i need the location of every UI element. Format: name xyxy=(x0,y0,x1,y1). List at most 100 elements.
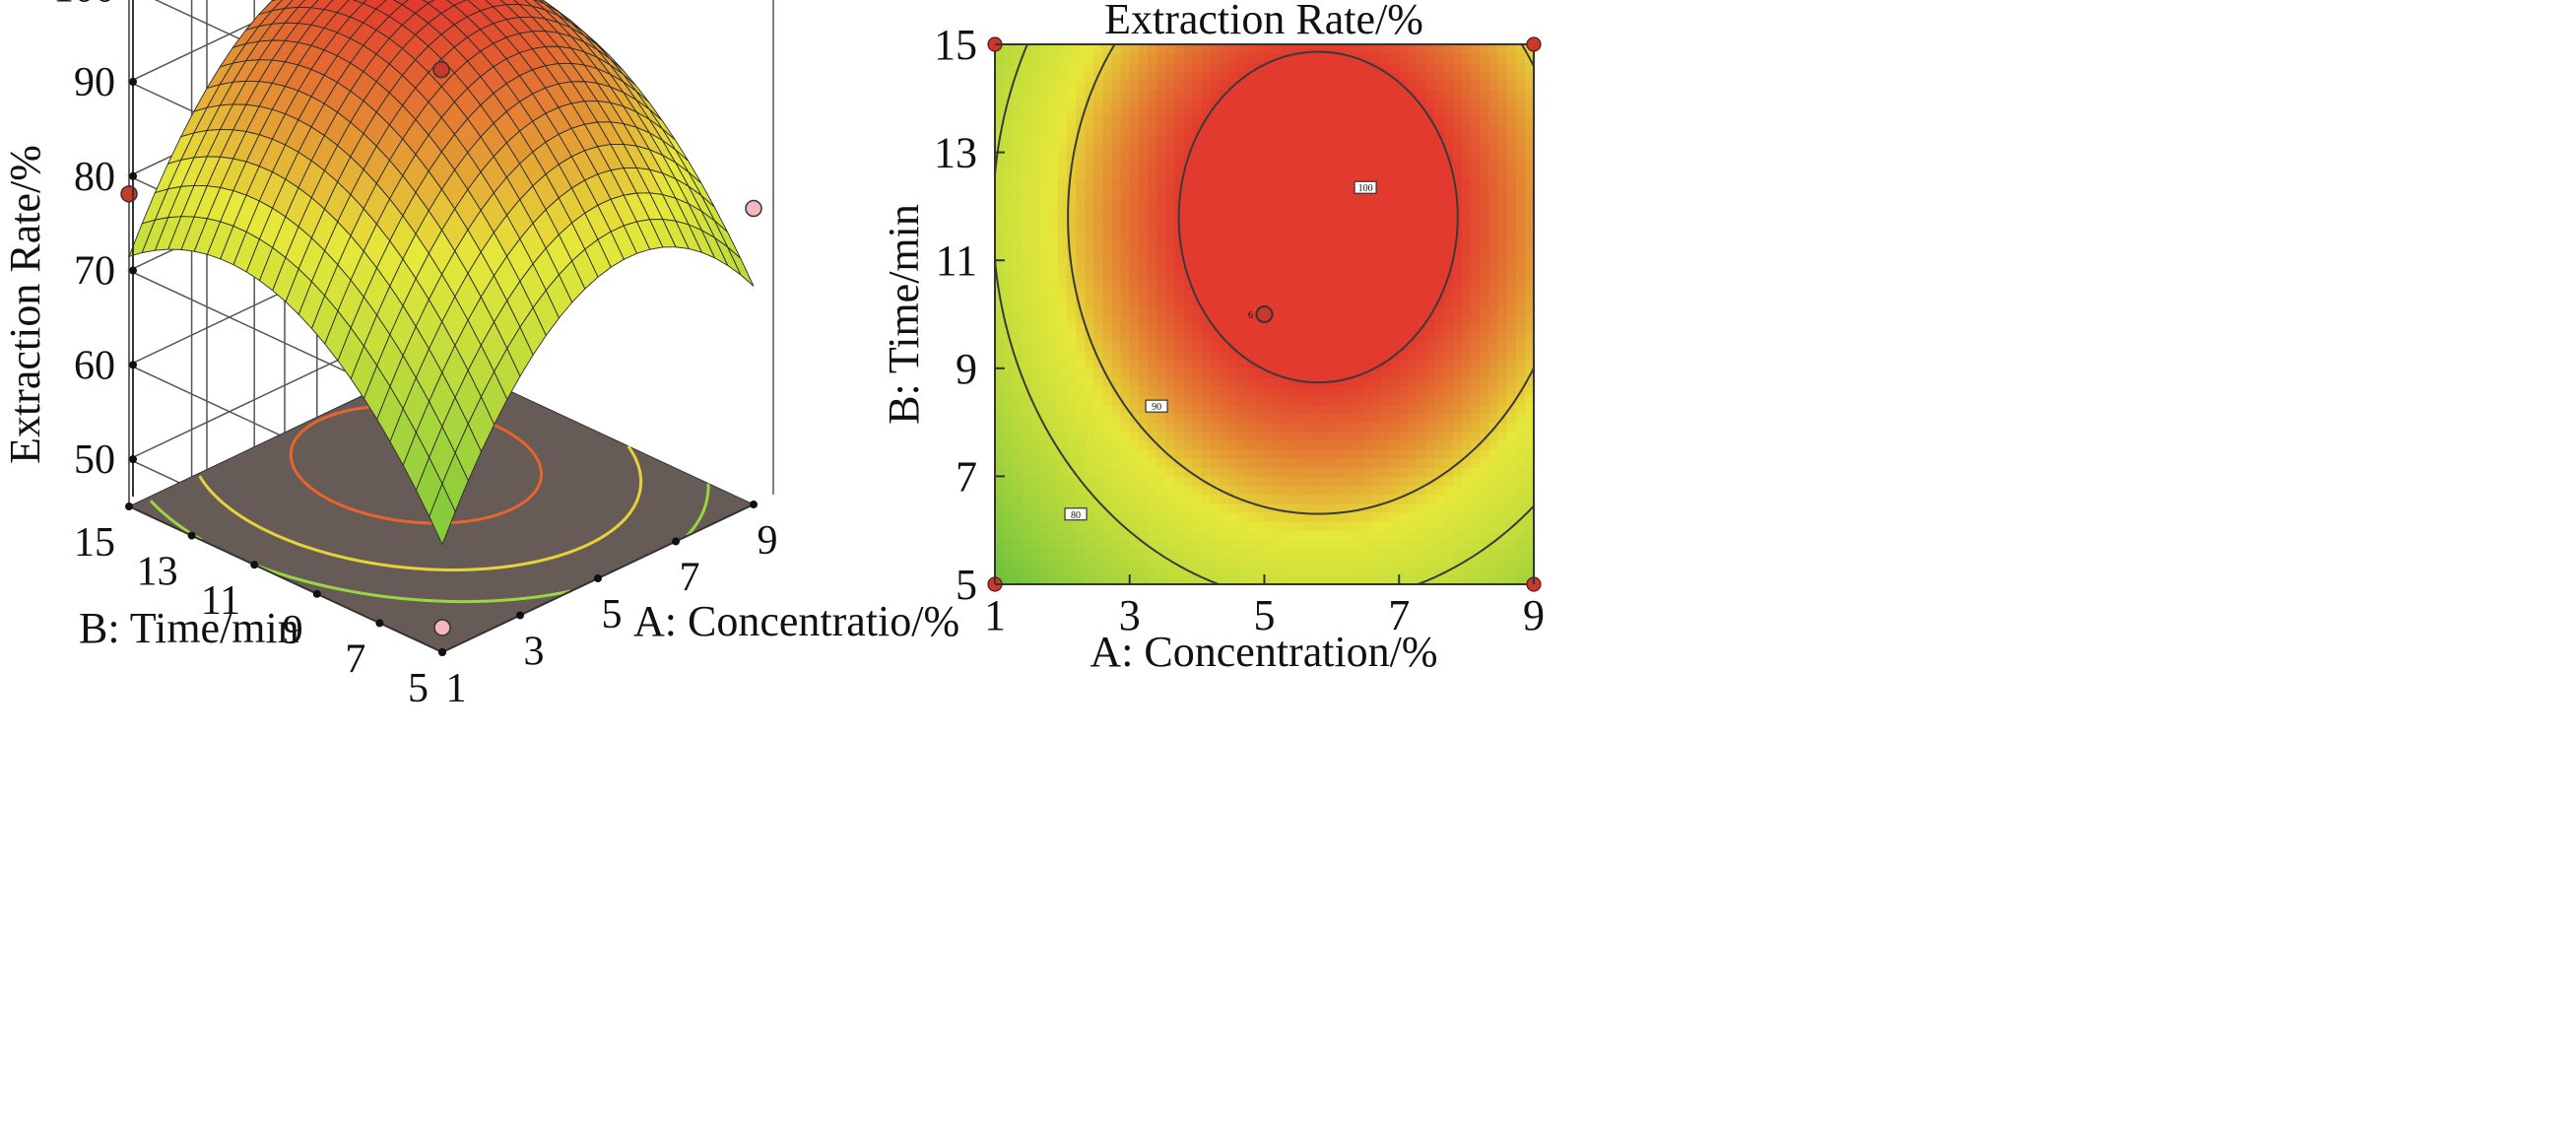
heatmap-cell xyxy=(1255,386,1266,396)
heatmap-cell xyxy=(1085,439,1094,450)
heatmap-cell xyxy=(1093,458,1103,468)
heatmap-cell xyxy=(1309,368,1319,378)
heatmap-cell xyxy=(1237,224,1247,234)
heatmap-cell xyxy=(1524,386,1534,396)
contour-line xyxy=(995,44,1534,584)
heatmap-cell xyxy=(1354,485,1364,496)
heatmap-cell xyxy=(1264,431,1275,441)
heatmap-cell xyxy=(1515,376,1526,387)
heatmap-cell xyxy=(1156,98,1166,108)
heatmap-cell xyxy=(1471,53,1481,63)
heatmap-cell xyxy=(1390,566,1400,576)
heatmap-cell xyxy=(1076,215,1086,226)
heatmap-cell xyxy=(1443,287,1454,298)
heatmap-cell xyxy=(1156,304,1166,315)
heatmap-cell xyxy=(1183,502,1194,513)
heatmap-cell xyxy=(1129,89,1140,100)
contour-title: Extraction Rate/% xyxy=(1104,0,1423,43)
heatmap-cell xyxy=(1066,233,1077,243)
heatmap-cell xyxy=(1264,106,1275,117)
heatmap-cell xyxy=(1076,458,1086,468)
heatmap-cell xyxy=(1057,376,1068,387)
heatmap-cell xyxy=(1156,197,1166,207)
heatmap-cell xyxy=(1425,566,1436,576)
heatmap-cell xyxy=(1192,106,1203,117)
heatmap-cell xyxy=(1299,71,1310,82)
heatmap-cell xyxy=(1102,341,1113,352)
heatmap-cell xyxy=(1057,62,1068,72)
heatmap-cell xyxy=(1425,511,1436,522)
heatmap-cell xyxy=(1425,179,1436,189)
heatmap-cell xyxy=(1192,413,1203,424)
heatmap-cell xyxy=(1228,511,1238,522)
heatmap-cell xyxy=(1318,215,1328,226)
heatmap-cell xyxy=(1129,179,1140,189)
heatmap-cell xyxy=(1228,386,1238,396)
heatmap-cell xyxy=(1336,476,1347,487)
heatmap-cell xyxy=(1085,116,1094,126)
heatmap-cell xyxy=(1488,548,1499,559)
heatmap-cell xyxy=(1480,404,1490,415)
b-axis-line xyxy=(128,505,443,653)
heatmap-cell xyxy=(1408,206,1419,217)
heatmap-cell xyxy=(1165,134,1175,145)
heatmap-cell xyxy=(1210,422,1221,433)
heatmap-cell xyxy=(1408,278,1419,289)
heatmap-cell xyxy=(1462,323,1472,333)
heatmap-cell xyxy=(1515,539,1526,550)
heatmap-cell xyxy=(1318,233,1328,243)
heatmap-cell xyxy=(1228,404,1238,415)
heatmap-cell xyxy=(1362,431,1373,441)
heatmap-cell xyxy=(1381,260,1391,270)
heatmap-cell xyxy=(1452,296,1463,306)
heatmap-cell xyxy=(1093,368,1103,378)
heatmap-cell xyxy=(1434,449,1445,459)
heatmap-cell xyxy=(1345,467,1355,477)
heatmap-cell xyxy=(1282,89,1292,100)
heatmap-cell xyxy=(1255,530,1266,540)
heatmap-cell xyxy=(1443,296,1454,306)
heatmap-cell xyxy=(1515,215,1526,226)
b-tick-label: 5 xyxy=(408,666,429,711)
heatmap-cell xyxy=(1371,188,1382,198)
heatmap-cell xyxy=(1120,574,1131,584)
heatmap-cell xyxy=(1183,287,1194,298)
heatmap-cell xyxy=(1309,241,1319,252)
heatmap-cell xyxy=(1399,224,1409,234)
heatmap-cell xyxy=(1076,386,1086,396)
heatmap-cell xyxy=(1497,521,1508,531)
heatmap-cell xyxy=(1066,376,1077,387)
heatmap-cell xyxy=(1057,332,1068,342)
heatmap-cell xyxy=(1255,404,1266,415)
heatmap-cell xyxy=(1201,332,1212,342)
heatmap-cell xyxy=(1488,395,1499,405)
heatmap-cell xyxy=(1174,125,1185,135)
heatmap-cell xyxy=(1093,206,1103,217)
heatmap-cell xyxy=(1085,368,1094,378)
heatmap-cell xyxy=(1102,548,1113,559)
heatmap-cell xyxy=(1120,179,1131,189)
heatmap-cell xyxy=(1390,422,1400,433)
heatmap-cell xyxy=(1362,476,1373,487)
heatmap-cell xyxy=(1093,449,1103,459)
heatmap-cell xyxy=(1480,485,1490,496)
heatmap-cell xyxy=(1506,215,1517,226)
heatmap-cell xyxy=(1462,304,1472,315)
heatmap-cell xyxy=(1246,449,1256,459)
heatmap-cell xyxy=(1165,143,1175,154)
heatmap-cell xyxy=(1336,323,1347,333)
heatmap-cell xyxy=(1497,511,1508,522)
heatmap-cell xyxy=(1228,269,1238,280)
heatmap-cell xyxy=(1039,413,1050,424)
heatmap-cell xyxy=(1362,539,1373,550)
heatmap-cell xyxy=(1201,53,1212,63)
heatmap-cell xyxy=(1147,62,1157,72)
heatmap-cell xyxy=(1434,197,1445,207)
heatmap-cell xyxy=(1452,404,1463,415)
heatmap-cell xyxy=(1452,413,1463,424)
heatmap-cell xyxy=(1390,62,1400,72)
heatmap-cell xyxy=(1434,71,1445,82)
heatmap-cell xyxy=(1399,260,1409,270)
heatmap-cell xyxy=(1048,53,1059,63)
heatmap-cell xyxy=(1336,197,1347,207)
